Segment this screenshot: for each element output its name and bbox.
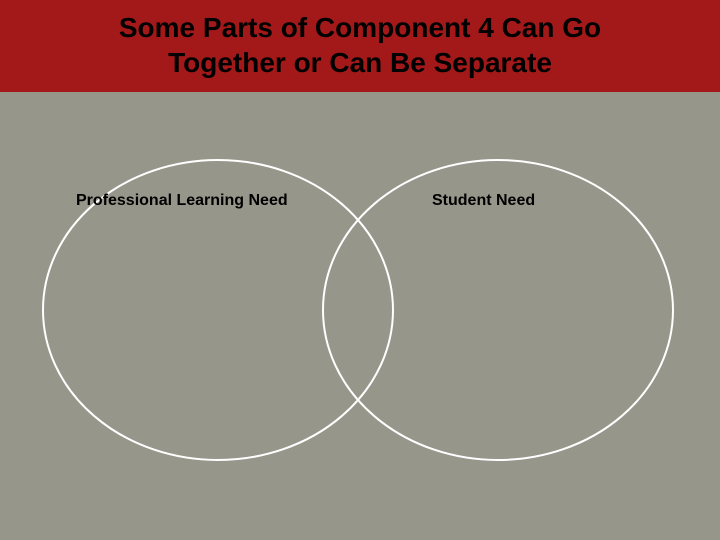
slide: Some Parts of Component 4 Can Go Togethe… [0, 0, 720, 540]
right-circle-label: Student Need [432, 192, 535, 210]
title-bar: Some Parts of Component 4 Can Go Togethe… [0, 0, 720, 92]
diagram-area [0, 92, 720, 540]
venn-diagram [20, 130, 700, 510]
title-line-2: Together or Can Be Separate [40, 45, 680, 80]
title-line-1: Some Parts of Component 4 Can Go [40, 10, 680, 45]
left-circle-label: Professional Learning Need [76, 192, 288, 210]
